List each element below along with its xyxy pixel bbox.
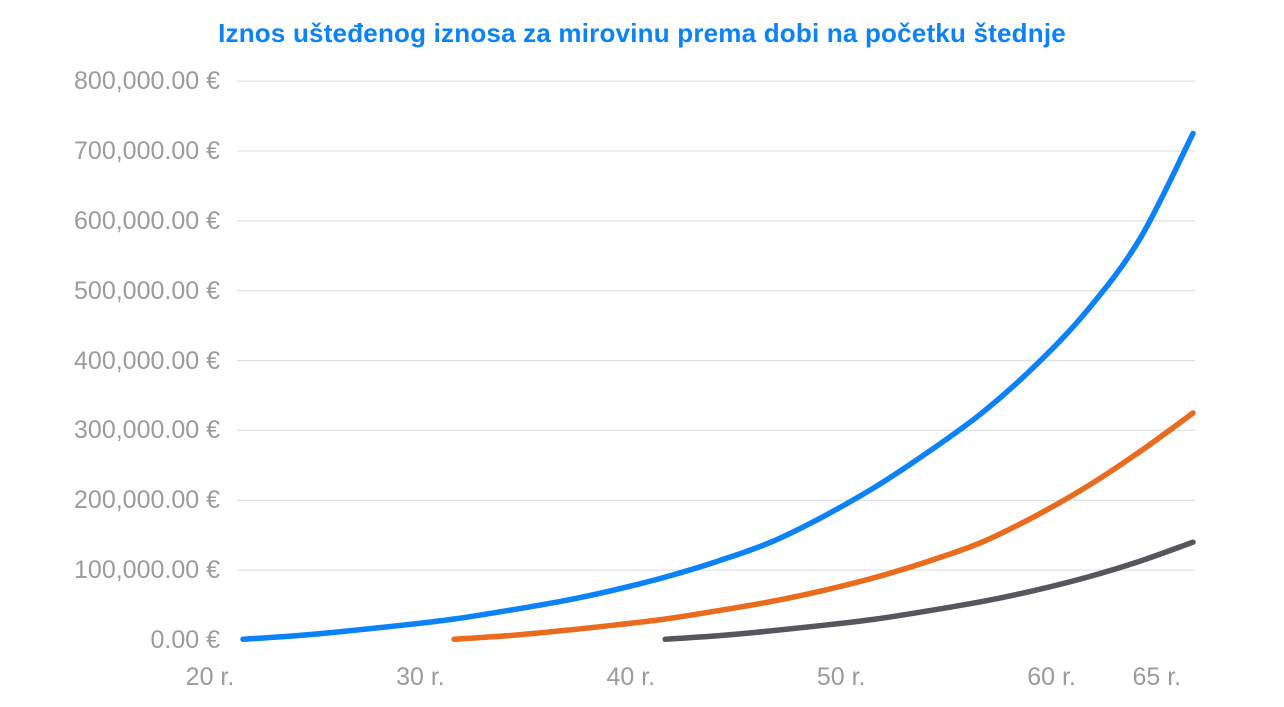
x-tick-label: 20 r.	[185, 663, 235, 691]
series-line-start-age-20	[240, 130, 1196, 643]
y-tick-label: 100,000.00 €	[74, 556, 220, 585]
y-tick-label: 300,000.00 €	[74, 416, 220, 445]
chart-title: Iznos ušteđenog iznosa za mirovinu prema…	[218, 18, 1066, 48]
series-line-start-age-40	[662, 539, 1196, 643]
series-line-start-age-30	[451, 410, 1196, 643]
x-tick-label: 60 r.	[1027, 663, 1076, 691]
y-tick-label: 0.00 €	[150, 626, 220, 654]
y-tick-label: 600,000.00 €	[74, 206, 220, 235]
y-tick-label: 700,000.00 €	[74, 137, 220, 165]
x-tick-label: 30 r.	[396, 663, 445, 691]
y-tick-label: 400,000.00 €	[74, 346, 220, 375]
x-tick-label: 50 r.	[816, 663, 866, 691]
y-tick-label: 800,000.00 €	[74, 67, 220, 96]
gridlines	[237, 80, 1195, 571]
y-tick-label: 200,000.00 €	[74, 486, 220, 515]
y-tick-label: 500,000.00 €	[74, 276, 220, 305]
x-tick-label: 65 r.	[1132, 663, 1182, 691]
x-tick-label: 40 r.	[606, 663, 656, 691]
